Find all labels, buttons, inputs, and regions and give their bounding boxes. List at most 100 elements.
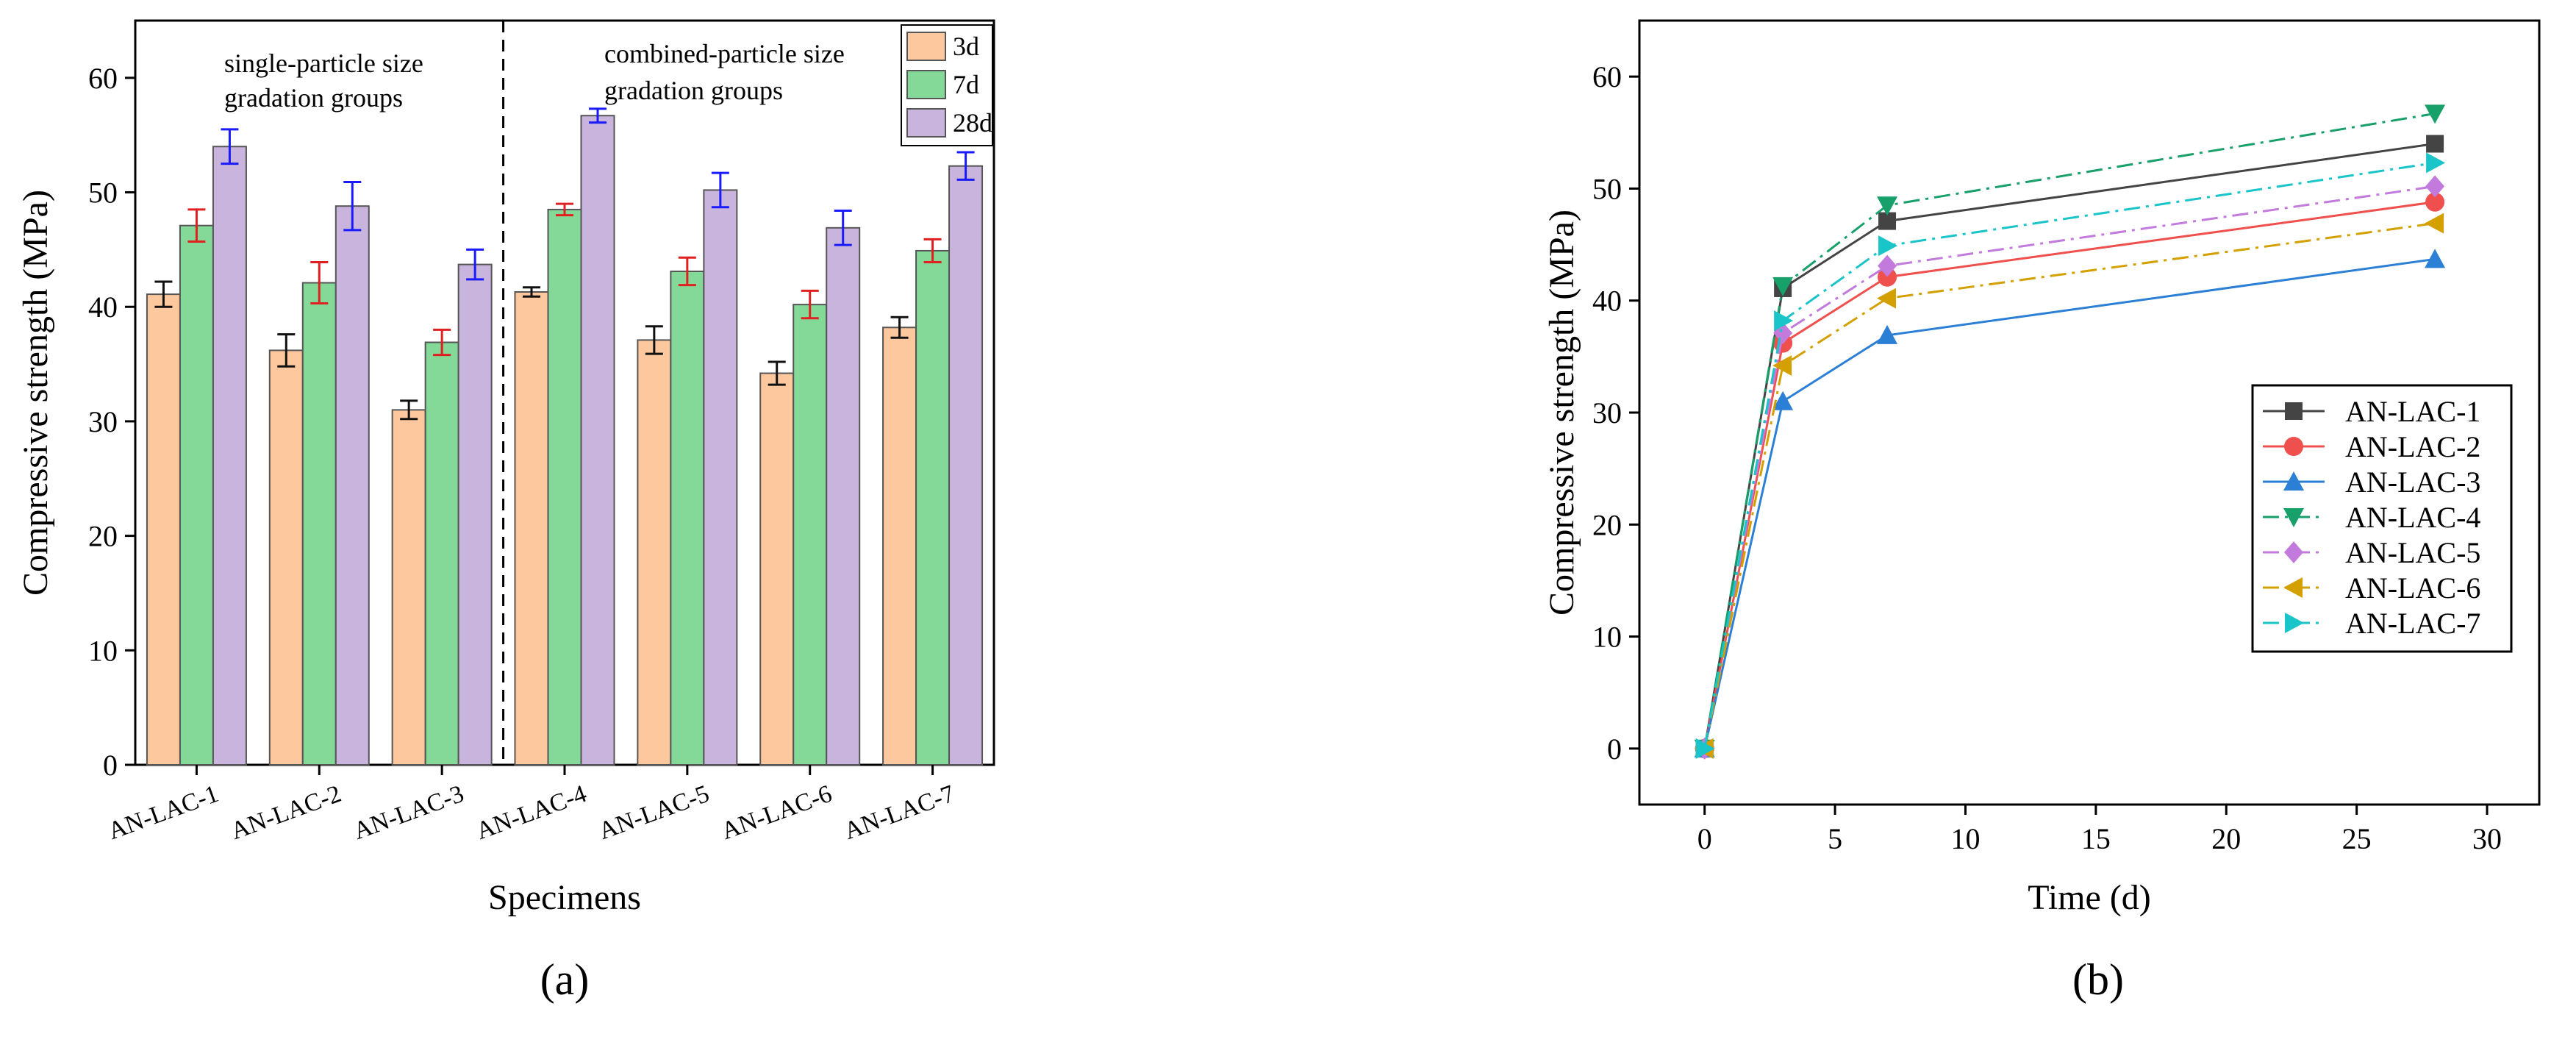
x-tick-label-a: AN-LAC-5 xyxy=(595,780,713,845)
point-AN-LAC-6-28 xyxy=(2425,213,2444,234)
y-tick-label-b: 0 xyxy=(1607,732,1622,766)
point-AN-LAC-4-3 xyxy=(1772,277,1794,296)
bar-AN-LAC-6-7d xyxy=(793,304,828,766)
series-line-AN-LAC-6 xyxy=(1703,222,2436,749)
series-line-AN-LAC-3 xyxy=(1703,257,2436,749)
bar-AN-LAC-5-28d xyxy=(703,189,738,766)
y-tick-label-a: 30 xyxy=(88,405,118,438)
point-AN-LAC-7-28 xyxy=(2426,152,2446,174)
group-label-combined-line1: combined-particle size xyxy=(604,39,845,68)
x-tick-label-b: 10 xyxy=(1950,822,1980,855)
legend-marker-AN-LAC-3 xyxy=(2283,471,2304,491)
point-AN-LAC-4-28 xyxy=(2425,104,2446,124)
legend-swatch-3d xyxy=(906,32,946,61)
y-tick-label-b: 50 xyxy=(1592,172,1622,205)
point-AN-LAC-1-28 xyxy=(2426,135,2444,153)
bar-AN-LAC-2-28d xyxy=(334,205,370,766)
x-tick-label-b: 30 xyxy=(2472,822,2502,855)
bar-AN-LAC-7-7d xyxy=(915,249,951,766)
bar-AN-LAC-2-3d xyxy=(268,349,304,766)
x-tick-label-b: 15 xyxy=(2081,822,2111,855)
legend-marker-AN-LAC-7 xyxy=(2285,613,2304,633)
legend-label-28d: 28d xyxy=(953,108,992,138)
y-tick-label-b: 10 xyxy=(1592,621,1622,654)
y-tick-label-b: 60 xyxy=(1592,60,1622,93)
y-axis-label-a: Compressive strength (MPa) xyxy=(16,190,55,596)
point-AN-LAC-6-3 xyxy=(1772,355,1792,377)
bar-AN-LAC-7-3d xyxy=(882,327,917,766)
bar-AN-LAC-4-3d xyxy=(514,290,549,766)
point-AN-LAC-3-7 xyxy=(1877,324,1898,344)
point-AN-LAC-5-28 xyxy=(2425,175,2445,198)
legend-label-AN-LAC-7: AN-LAC-7 xyxy=(2345,607,2480,640)
bar-AN-LAC-1-28d xyxy=(212,146,247,766)
bar-AN-LAC-1-3d xyxy=(146,293,181,766)
series-line-AN-LAC-4 xyxy=(1703,112,2436,749)
x-tick-label-a: AN-LAC-4 xyxy=(473,780,590,845)
group-label-single-line1: single-particle size xyxy=(224,49,423,78)
y-tick-label-a: 60 xyxy=(88,62,118,95)
legend-swatch-28d xyxy=(906,108,946,138)
point-AN-LAC-2-28 xyxy=(2425,192,2445,212)
point-AN-LAC-6-7 xyxy=(1877,288,1897,309)
legend-label-AN-LAC-3: AN-LAC-3 xyxy=(2345,466,2480,499)
x-tick-label-a: AN-LAC-6 xyxy=(718,780,835,845)
legend-marker-AN-LAC-2 xyxy=(2284,437,2303,456)
legend-marker-AN-LAC-6 xyxy=(2283,577,2303,598)
legend-swatch-7d xyxy=(906,70,946,99)
point-AN-LAC-3-3 xyxy=(1772,391,1794,410)
series-line-AN-LAC-7 xyxy=(1703,161,2436,749)
x-tick-label-a: AN-LAC-7 xyxy=(840,780,958,845)
x-tick-label-b: 5 xyxy=(1828,822,1842,855)
point-AN-LAC-4-7 xyxy=(1877,196,1898,216)
bar-AN-LAC-1-7d xyxy=(179,224,214,766)
y-tick-label-a: 20 xyxy=(88,520,118,553)
y-tick-label-a: 50 xyxy=(88,176,118,210)
point-AN-LAC-7-7 xyxy=(1878,235,1898,257)
x-tick-label-b: 25 xyxy=(2342,822,2372,855)
x-tick-label-a: AN-LAC-1 xyxy=(104,780,222,845)
x-tick-label-b: 20 xyxy=(2211,822,2241,855)
bar-AN-LAC-3-28d xyxy=(457,263,493,766)
point-AN-LAC-7-0 xyxy=(1695,738,1715,759)
point-AN-LAC-5-7 xyxy=(1878,254,1897,277)
y-tick-label-b: 30 xyxy=(1592,396,1622,429)
legend-marker-AN-LAC-4 xyxy=(2283,508,2304,527)
series-line-AN-LAC-1 xyxy=(1703,143,2436,749)
legend-label-3d: 3d xyxy=(953,32,979,61)
bar-AN-LAC-6-3d xyxy=(759,372,795,766)
bar-AN-LAC-6-28d xyxy=(826,227,861,766)
y-tick-label-a: 40 xyxy=(88,290,118,324)
y-tick-label-b: 40 xyxy=(1592,285,1622,318)
x-tick-label-a: AN-LAC-2 xyxy=(227,780,345,845)
x-axis-label-b: Time (d) xyxy=(2028,878,2151,917)
legend-marker-AN-LAC-1 xyxy=(2285,402,2303,420)
y-axis-label-b: Compressive strength (MPa) xyxy=(1542,210,1581,616)
bar-AN-LAC-3-3d xyxy=(391,409,426,766)
legend-label-AN-LAC-5: AN-LAC-5 xyxy=(2345,536,2480,569)
y-tick-label-b: 20 xyxy=(1592,508,1622,541)
legend-label-7d: 7d xyxy=(953,70,979,99)
group-label-single-line2: gradation groups xyxy=(224,83,403,113)
y-tick-label-a: 10 xyxy=(88,634,118,667)
point-AN-LAC-3-28 xyxy=(2425,249,2446,268)
bar-AN-LAC-7-28d xyxy=(948,165,984,766)
series-line-AN-LAC-2 xyxy=(1703,201,2436,749)
bar-AN-LAC-4-28d xyxy=(580,115,615,766)
bar-AN-LAC-5-3d xyxy=(637,339,672,766)
bar-AN-LAC-4-7d xyxy=(547,208,582,766)
point-AN-LAC-2-7 xyxy=(1878,267,1897,287)
x-tick-label-b: 0 xyxy=(1697,822,1712,855)
group-label-combined-line2: gradation groups xyxy=(604,76,783,105)
caption-a: (a) xyxy=(540,955,590,1004)
bar-AN-LAC-5-7d xyxy=(670,270,705,766)
y-tick-label-a: 0 xyxy=(103,749,118,782)
point-AN-LAC-7-3 xyxy=(1774,310,1794,332)
caption-b: (b) xyxy=(2072,955,2124,1004)
legend-label-AN-LAC-2: AN-LAC-2 xyxy=(2345,430,2480,463)
bar-AN-LAC-3-7d xyxy=(424,341,459,766)
x-tick-label-a: AN-LAC-3 xyxy=(350,780,468,845)
legend-label-AN-LAC-1: AN-LAC-1 xyxy=(2345,395,2480,428)
